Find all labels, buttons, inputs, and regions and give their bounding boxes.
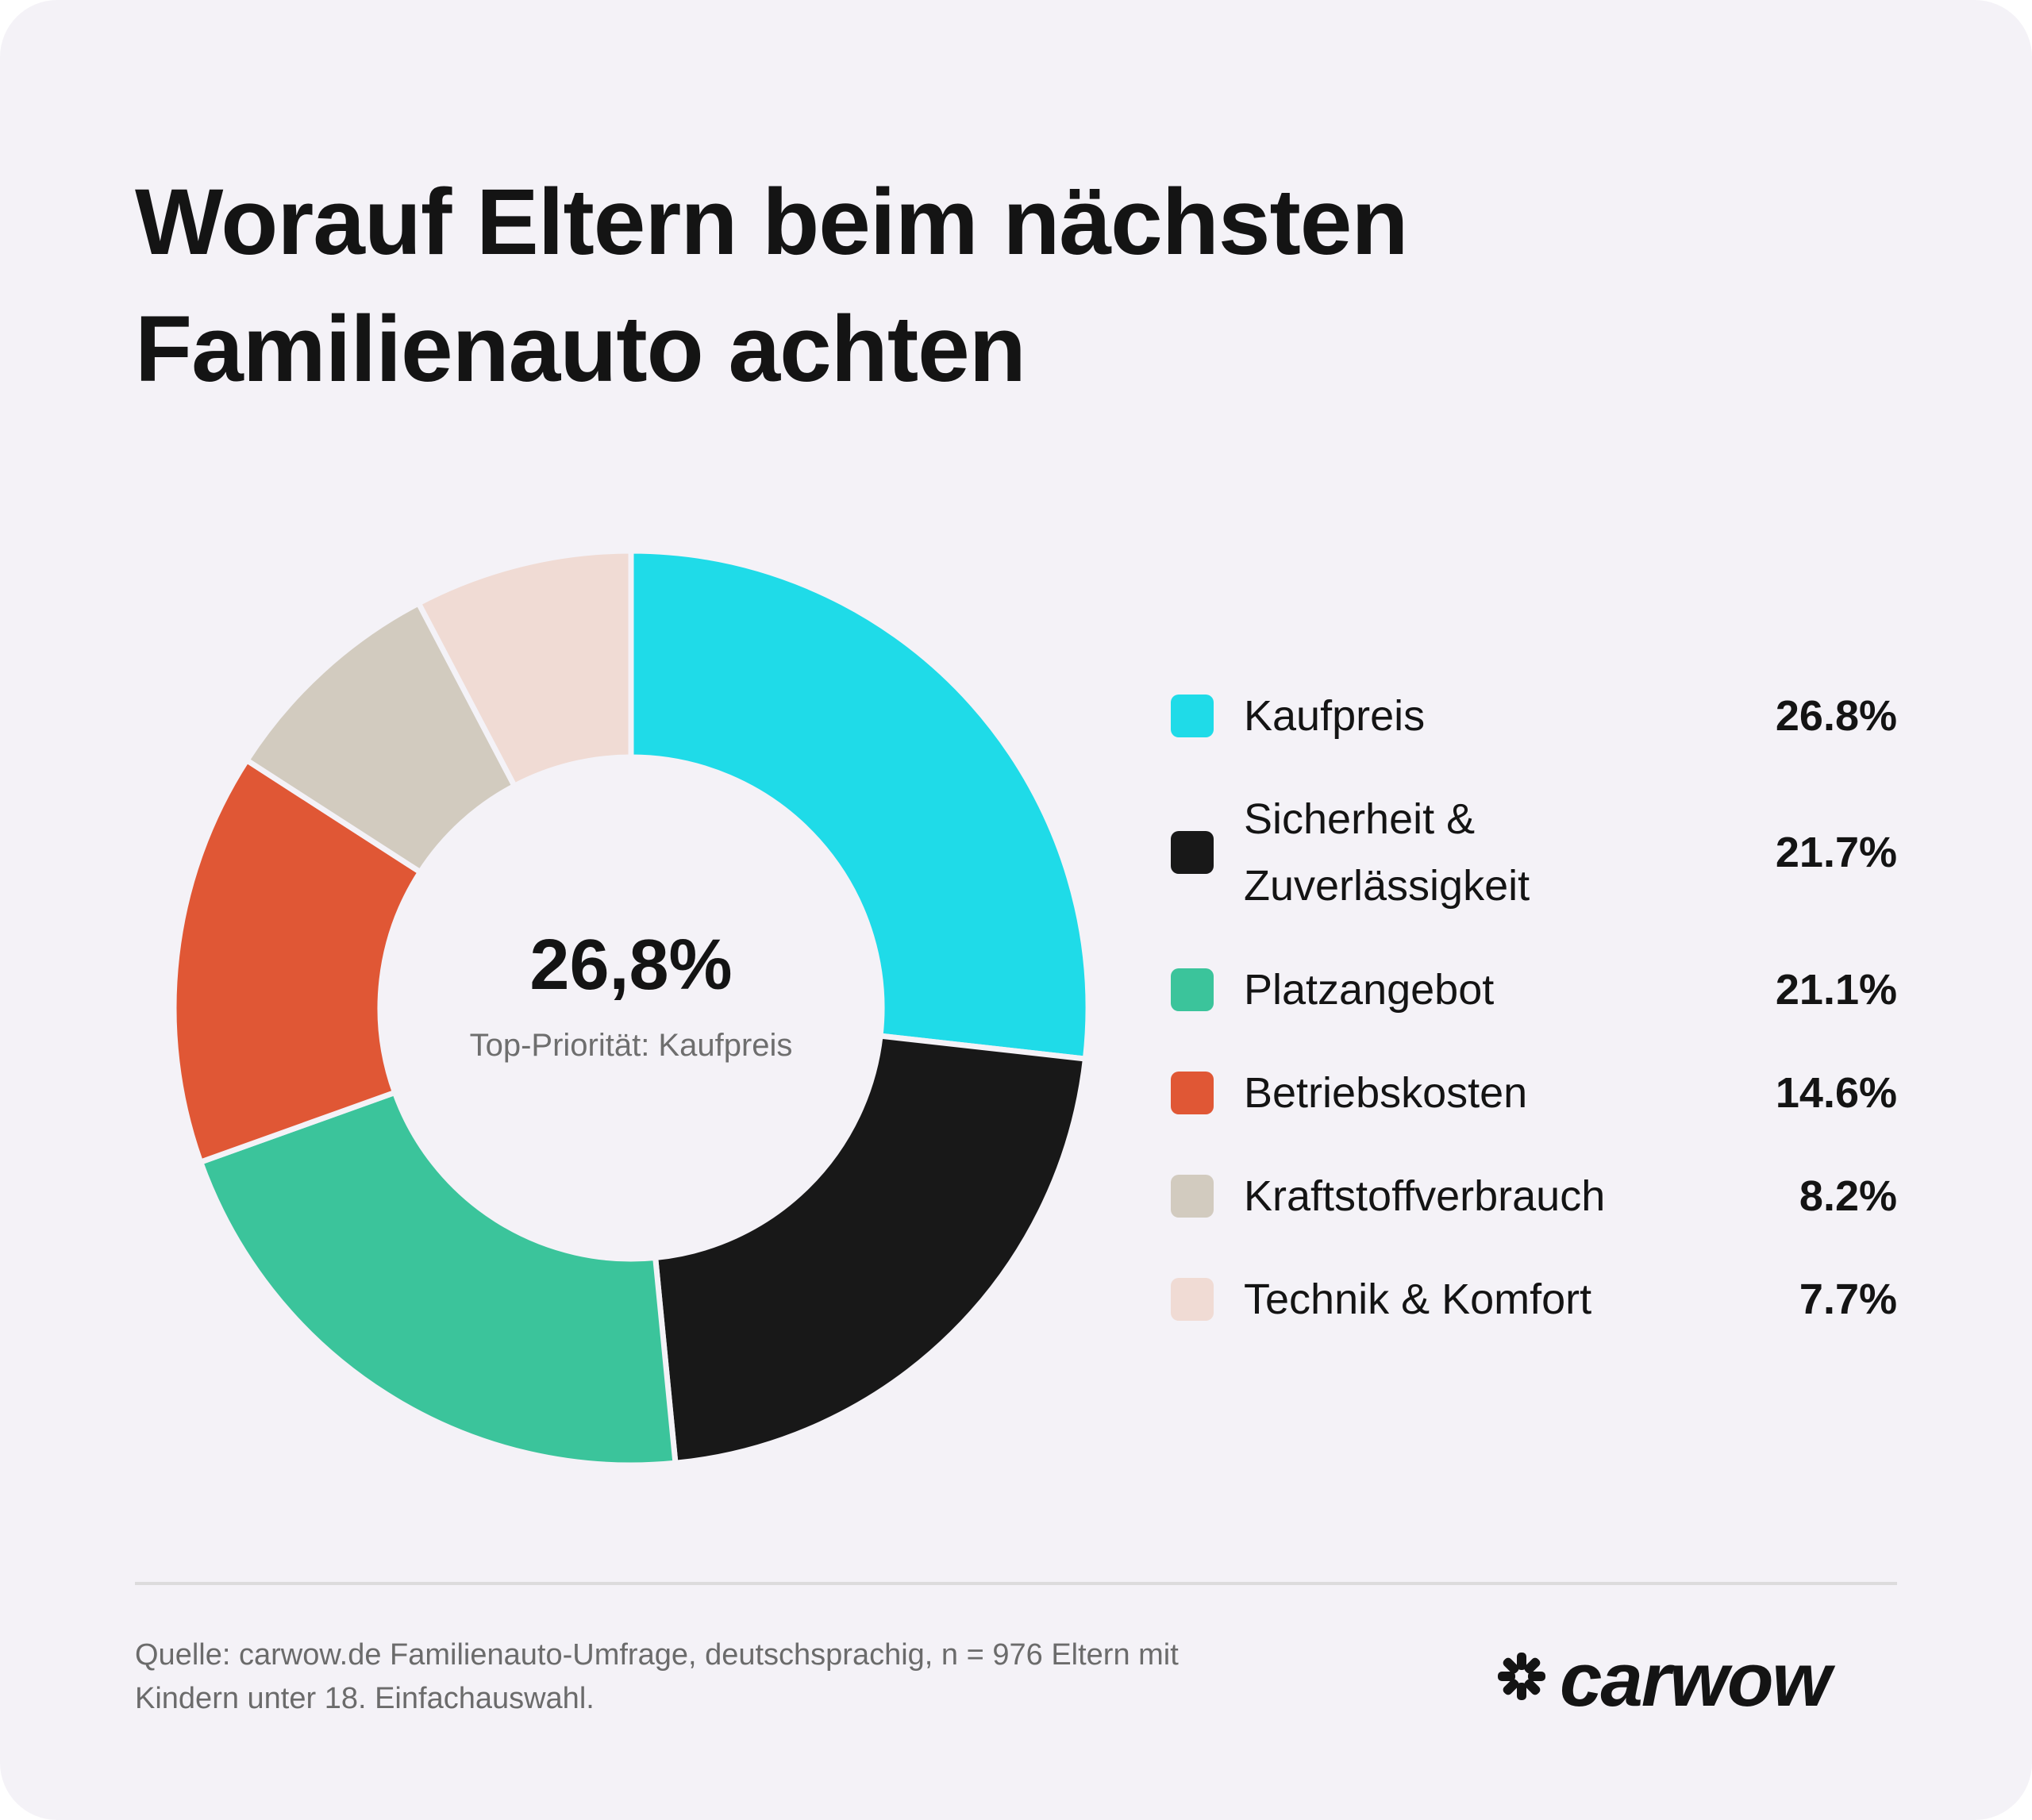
legend-value: 26.8% (1775, 692, 1897, 740)
legend-item: Betriebskosten 14.6% (1171, 1060, 1897, 1126)
carwow-logo-icon (1498, 1653, 1545, 1700)
carwow-logo-text: carwow (1560, 1637, 1831, 1722)
legend-item: Kaufpreis 26.8% (1171, 683, 1897, 749)
donut-slice-6 (415, 548, 634, 789)
legend-swatch (1171, 695, 1214, 737)
legend-swatch (1171, 1175, 1214, 1218)
legend-value: 21.7% (1775, 829, 1897, 876)
legend-label-line: Betriebskosten (1244, 1069, 1528, 1117)
legend-swatch (1171, 968, 1214, 1011)
legend-item: Kraftstoffverbrauch 8.2% (1171, 1163, 1897, 1229)
legend-label-line: Zuverlässigkeit (1244, 862, 1530, 910)
legend-label: Kaufpreis (1244, 683, 1752, 749)
legend-label: Platzangebot (1244, 956, 1752, 1023)
center-value: 26,8% (529, 925, 733, 1005)
legend-label-line: Kaufpreis (1244, 692, 1426, 740)
legend-label-line: Kraftstoffverbrauch (1244, 1172, 1606, 1220)
legend-item: Technik & Komfort 7.7% (1171, 1266, 1897, 1333)
legend-swatch (1171, 831, 1214, 874)
source-line-1: Quelle: carwow.de Familienauto-Umfrage, … (135, 1638, 1179, 1672)
center-label: Top-Priorität: Kaufpreis (469, 1028, 793, 1063)
legend-swatch (1171, 1072, 1214, 1114)
legend-label-line: Platzangebot (1244, 966, 1495, 1014)
legend-value: 14.6% (1775, 1069, 1897, 1117)
donut-slice-3 (198, 1089, 679, 1468)
carwow-logo: carwow (1496, 1637, 1897, 1722)
footer-divider (135, 1582, 1897, 1585)
legend-item: Platzangebot 21.1% (1171, 956, 1897, 1023)
legend-value: 7.7% (1799, 1276, 1897, 1323)
legend-value: 21.1% (1775, 966, 1897, 1014)
legend-label-line: Technik & Komfort (1244, 1276, 1592, 1323)
title-line-1: Worauf Eltern beim nächsten (135, 170, 1408, 275)
legend-swatch (1171, 1278, 1214, 1321)
source-note: Quelle: carwow.de Familienauto-Umfrage, … (135, 1633, 1421, 1721)
legend-label: Technik & Komfort (1244, 1266, 1752, 1333)
page-title: Worauf Eltern beim nächsten Familienauto… (135, 159, 1722, 413)
donut-slice-2 (652, 1033, 1088, 1466)
title-line-2: Familienauto achten (135, 297, 1026, 402)
legend-label: Betriebskosten (1244, 1060, 1752, 1126)
source-line-2: Kindern unter 18. Einfachauswahl. (135, 1682, 595, 1715)
donut-slice-4 (171, 757, 423, 1165)
legend-item: Sicherheit & Zuverlässigkeit 21.7% (1171, 786, 1897, 919)
donut-slice-1 (628, 548, 1091, 1062)
legend-label: Kraftstoffverbrauch (1244, 1163, 1752, 1229)
legend-label-line: Sicherheit & (1244, 795, 1476, 843)
legend-value: 8.2% (1799, 1172, 1897, 1220)
legend-label: Sicherheit & Zuverlässigkeit (1244, 786, 1752, 919)
